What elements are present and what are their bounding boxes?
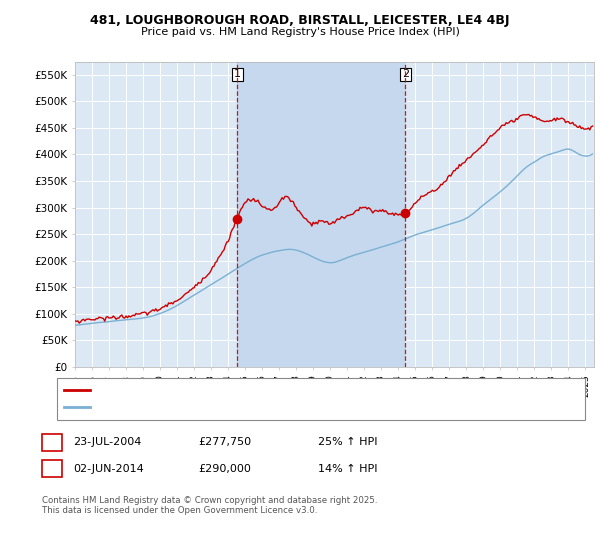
Text: 02-JUN-2014: 02-JUN-2014: [73, 464, 144, 474]
Text: 1: 1: [49, 437, 55, 447]
Text: 2: 2: [49, 464, 55, 474]
Bar: [238, 62, 406, 367]
Text: £277,750: £277,750: [198, 437, 251, 447]
Text: 1: 1: [234, 69, 241, 79]
Text: 2: 2: [402, 69, 409, 79]
Text: Contains HM Land Registry data © Crown copyright and database right 2025.
This d: Contains HM Land Registry data © Crown c…: [42, 496, 377, 515]
Text: 23-JUL-2004: 23-JUL-2004: [73, 437, 142, 447]
Text: 14% ↑ HPI: 14% ↑ HPI: [318, 464, 377, 474]
Text: 481, LOUGHBOROUGH ROAD, BIRSTALL, LEICESTER, LE4 4BJ: 481, LOUGHBOROUGH ROAD, BIRSTALL, LEICES…: [90, 14, 510, 27]
Text: £290,000: £290,000: [198, 464, 251, 474]
Text: Price paid vs. HM Land Registry's House Price Index (HPI): Price paid vs. HM Land Registry's House …: [140, 27, 460, 37]
Text: 481, LOUGHBOROUGH ROAD, BIRSTALL, LEICESTER, LE4 4BJ (detached house): 481, LOUGHBOROUGH ROAD, BIRSTALL, LEICES…: [94, 385, 478, 395]
Text: HPI: Average price, detached house, Charnwood: HPI: Average price, detached house, Char…: [94, 402, 330, 412]
Text: 25% ↑ HPI: 25% ↑ HPI: [318, 437, 377, 447]
